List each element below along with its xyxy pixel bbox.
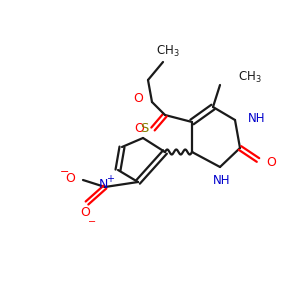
Text: NH: NH — [248, 112, 266, 124]
Text: S: S — [140, 122, 148, 134]
Text: +: + — [106, 174, 114, 184]
Text: −: − — [60, 167, 70, 177]
Text: O: O — [134, 122, 144, 134]
Text: O: O — [80, 206, 90, 220]
Text: N: N — [98, 178, 108, 191]
Text: CH$_3$: CH$_3$ — [156, 44, 180, 59]
Text: CH$_3$: CH$_3$ — [238, 69, 262, 85]
Text: O: O — [65, 172, 75, 184]
Text: −: − — [88, 217, 96, 227]
Text: O: O — [133, 92, 143, 106]
Text: NH: NH — [213, 173, 231, 187]
Text: O: O — [266, 155, 276, 169]
